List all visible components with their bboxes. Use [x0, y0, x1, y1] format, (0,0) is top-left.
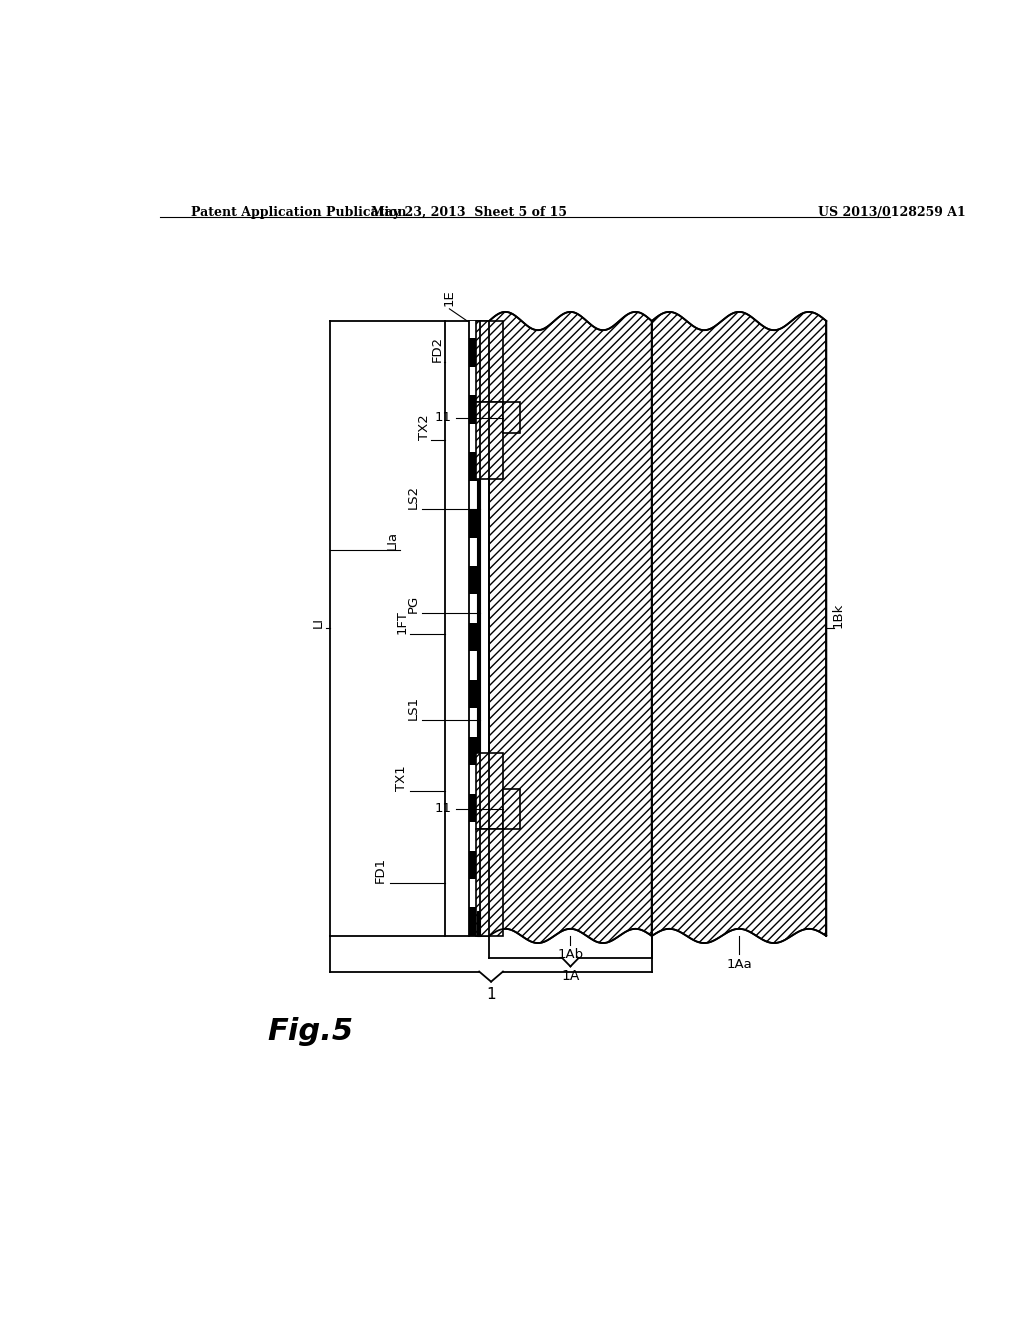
Bar: [469, 537, 479, 566]
Text: 11: 11: [435, 803, 452, 816]
Text: FD2: FD2: [431, 335, 444, 362]
Bar: [469, 453, 479, 480]
Bar: [469, 480, 479, 510]
Bar: [477, 540, 479, 686]
Bar: [469, 737, 479, 766]
Text: TX1: TX1: [395, 766, 409, 791]
Text: 1Ab: 1Ab: [557, 948, 584, 961]
Bar: [469, 424, 479, 453]
Bar: [469, 907, 479, 936]
Bar: [503, 788, 520, 829]
Text: 1Aa: 1Aa: [726, 958, 752, 972]
Text: LIa: LIa: [386, 531, 398, 549]
Bar: [469, 850, 479, 879]
Text: LS2: LS2: [408, 484, 420, 510]
Bar: [469, 321, 479, 338]
Bar: [469, 367, 479, 395]
Bar: [477, 686, 479, 752]
Text: 1E: 1E: [443, 289, 456, 306]
Text: 11: 11: [435, 411, 452, 424]
Bar: [469, 709, 479, 737]
Bar: [469, 594, 479, 623]
Text: 1: 1: [486, 987, 496, 1002]
Text: FD1: FD1: [374, 857, 387, 883]
Bar: [445, 321, 489, 936]
Bar: [469, 651, 479, 680]
Bar: [475, 829, 503, 936]
Bar: [469, 338, 479, 367]
Text: PG: PG: [408, 595, 420, 614]
Bar: [477, 479, 479, 540]
Bar: [469, 822, 479, 850]
Text: 1Bk: 1Bk: [831, 603, 845, 628]
Bar: [477, 911, 479, 936]
Text: TX2: TX2: [418, 414, 430, 441]
Bar: [469, 879, 479, 907]
Text: US 2013/0128259 A1: US 2013/0128259 A1: [818, 206, 967, 219]
Text: May 23, 2013  Sheet 5 of 15: May 23, 2013 Sheet 5 of 15: [372, 206, 567, 219]
Bar: [469, 680, 479, 709]
Text: Patent Application Publication: Patent Application Publication: [191, 206, 407, 219]
Bar: [469, 766, 479, 793]
Bar: [469, 566, 479, 594]
Polygon shape: [652, 312, 826, 942]
Bar: [469, 793, 479, 822]
Text: 1FT: 1FT: [395, 610, 409, 634]
Text: LI: LI: [312, 618, 325, 628]
Text: Fig.5: Fig.5: [267, 1018, 353, 1047]
Text: LS1: LS1: [408, 696, 420, 719]
Bar: [503, 403, 520, 433]
Bar: [469, 623, 479, 651]
Polygon shape: [489, 312, 652, 942]
Bar: [469, 395, 479, 424]
Bar: [469, 510, 479, 537]
Bar: [475, 403, 503, 479]
Text: 1A: 1A: [561, 969, 580, 983]
Bar: [475, 752, 503, 829]
Bar: [475, 321, 503, 403]
